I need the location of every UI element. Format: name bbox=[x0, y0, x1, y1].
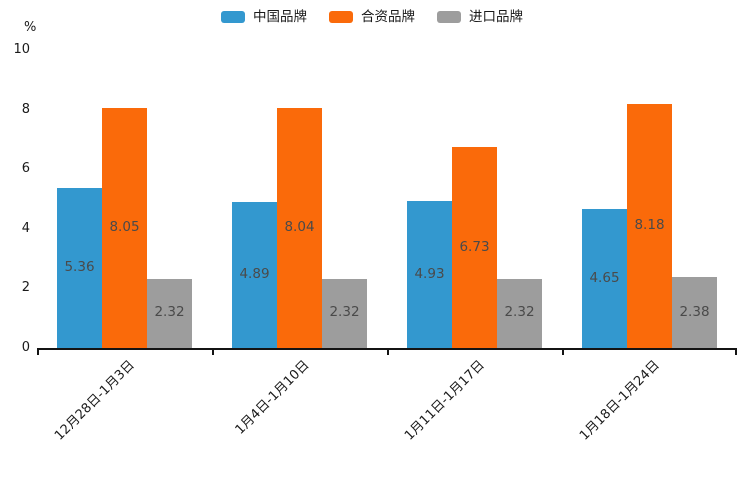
bar-value-label: 8.04 bbox=[284, 219, 315, 236]
plot-area: 5.36 8.05 2.32 4.89 8.04 2.32 4.93 6.73 2.32 4.65… bbox=[37, 50, 737, 355]
y-tick-label: 8 bbox=[21, 101, 30, 117]
bar-value-label: 5.36 bbox=[64, 259, 95, 276]
bar-进口品牌-2 bbox=[322, 278, 367, 348]
legend-swatch-icon bbox=[221, 11, 245, 23]
x-category-label: 1月11日-1月17日 bbox=[402, 357, 488, 444]
bar-中国品牌-4 bbox=[582, 209, 627, 348]
legend-label: 进口品牌 bbox=[469, 9, 523, 25]
bar-进口品牌-1 bbox=[147, 278, 192, 348]
y-tick-label: 6 bbox=[21, 161, 30, 177]
x-axis-tick-mark bbox=[562, 350, 564, 355]
bar-value-label: 8.05 bbox=[109, 219, 140, 236]
y-tick-label: 10 bbox=[13, 42, 30, 57]
bar-value-label: 4.89 bbox=[239, 266, 270, 283]
bar-进口品牌-4 bbox=[672, 277, 717, 348]
legend-label: 中国品牌 bbox=[253, 9, 307, 25]
bar-value-label: 4.65 bbox=[589, 269, 620, 286]
bar-合资品牌-4 bbox=[627, 104, 672, 348]
legend-item-2: 合资品牌 bbox=[329, 9, 415, 25]
legend-label: 合资品牌 bbox=[361, 9, 415, 25]
x-axis-tick-mark bbox=[37, 350, 39, 355]
y-tick-label: 0 bbox=[21, 340, 30, 355]
y-tick-label: 2 bbox=[21, 280, 30, 296]
bar-value-label: 2.32 bbox=[504, 304, 535, 321]
y-axis-unit-label: % bbox=[24, 20, 37, 35]
x-category-label: 12月28日-1月3日 bbox=[52, 357, 138, 444]
x-axis-tick-mark bbox=[735, 350, 737, 355]
chart-legend: 中国品牌 合资品牌 进口品牌 bbox=[0, 9, 744, 25]
legend-item-3: 进口品牌 bbox=[437, 9, 523, 25]
x-category-label: 1月18日-1月24日 bbox=[577, 357, 663, 444]
bar-合资品牌-1 bbox=[102, 108, 147, 348]
bar-value-label: 2.32 bbox=[329, 304, 360, 321]
bar-中国品牌-3 bbox=[407, 201, 452, 348]
bar-value-label: 4.93 bbox=[414, 265, 445, 282]
bar-中国品牌-1 bbox=[57, 188, 102, 348]
bar-中国品牌-2 bbox=[232, 202, 277, 348]
bar-value-label: 2.32 bbox=[154, 304, 185, 321]
x-axis-tick-mark bbox=[212, 350, 214, 355]
bar-value-label: 2.38 bbox=[679, 303, 710, 320]
bar-进口品牌-3 bbox=[497, 278, 542, 348]
bar-合资品牌-2 bbox=[277, 108, 322, 348]
legend-swatch-icon bbox=[437, 11, 461, 23]
x-category-label: 1月4日-1月10日 bbox=[232, 357, 313, 438]
x-axis-tick-mark bbox=[387, 350, 389, 355]
bar-value-label: 8.18 bbox=[634, 217, 665, 234]
legend-swatch-icon bbox=[329, 11, 353, 23]
bar-合资品牌-3 bbox=[452, 147, 497, 348]
y-tick-label: 4 bbox=[21, 220, 30, 236]
bar-value-label: 6.73 bbox=[459, 238, 490, 255]
legend-item-1: 中国品牌 bbox=[221, 9, 307, 25]
